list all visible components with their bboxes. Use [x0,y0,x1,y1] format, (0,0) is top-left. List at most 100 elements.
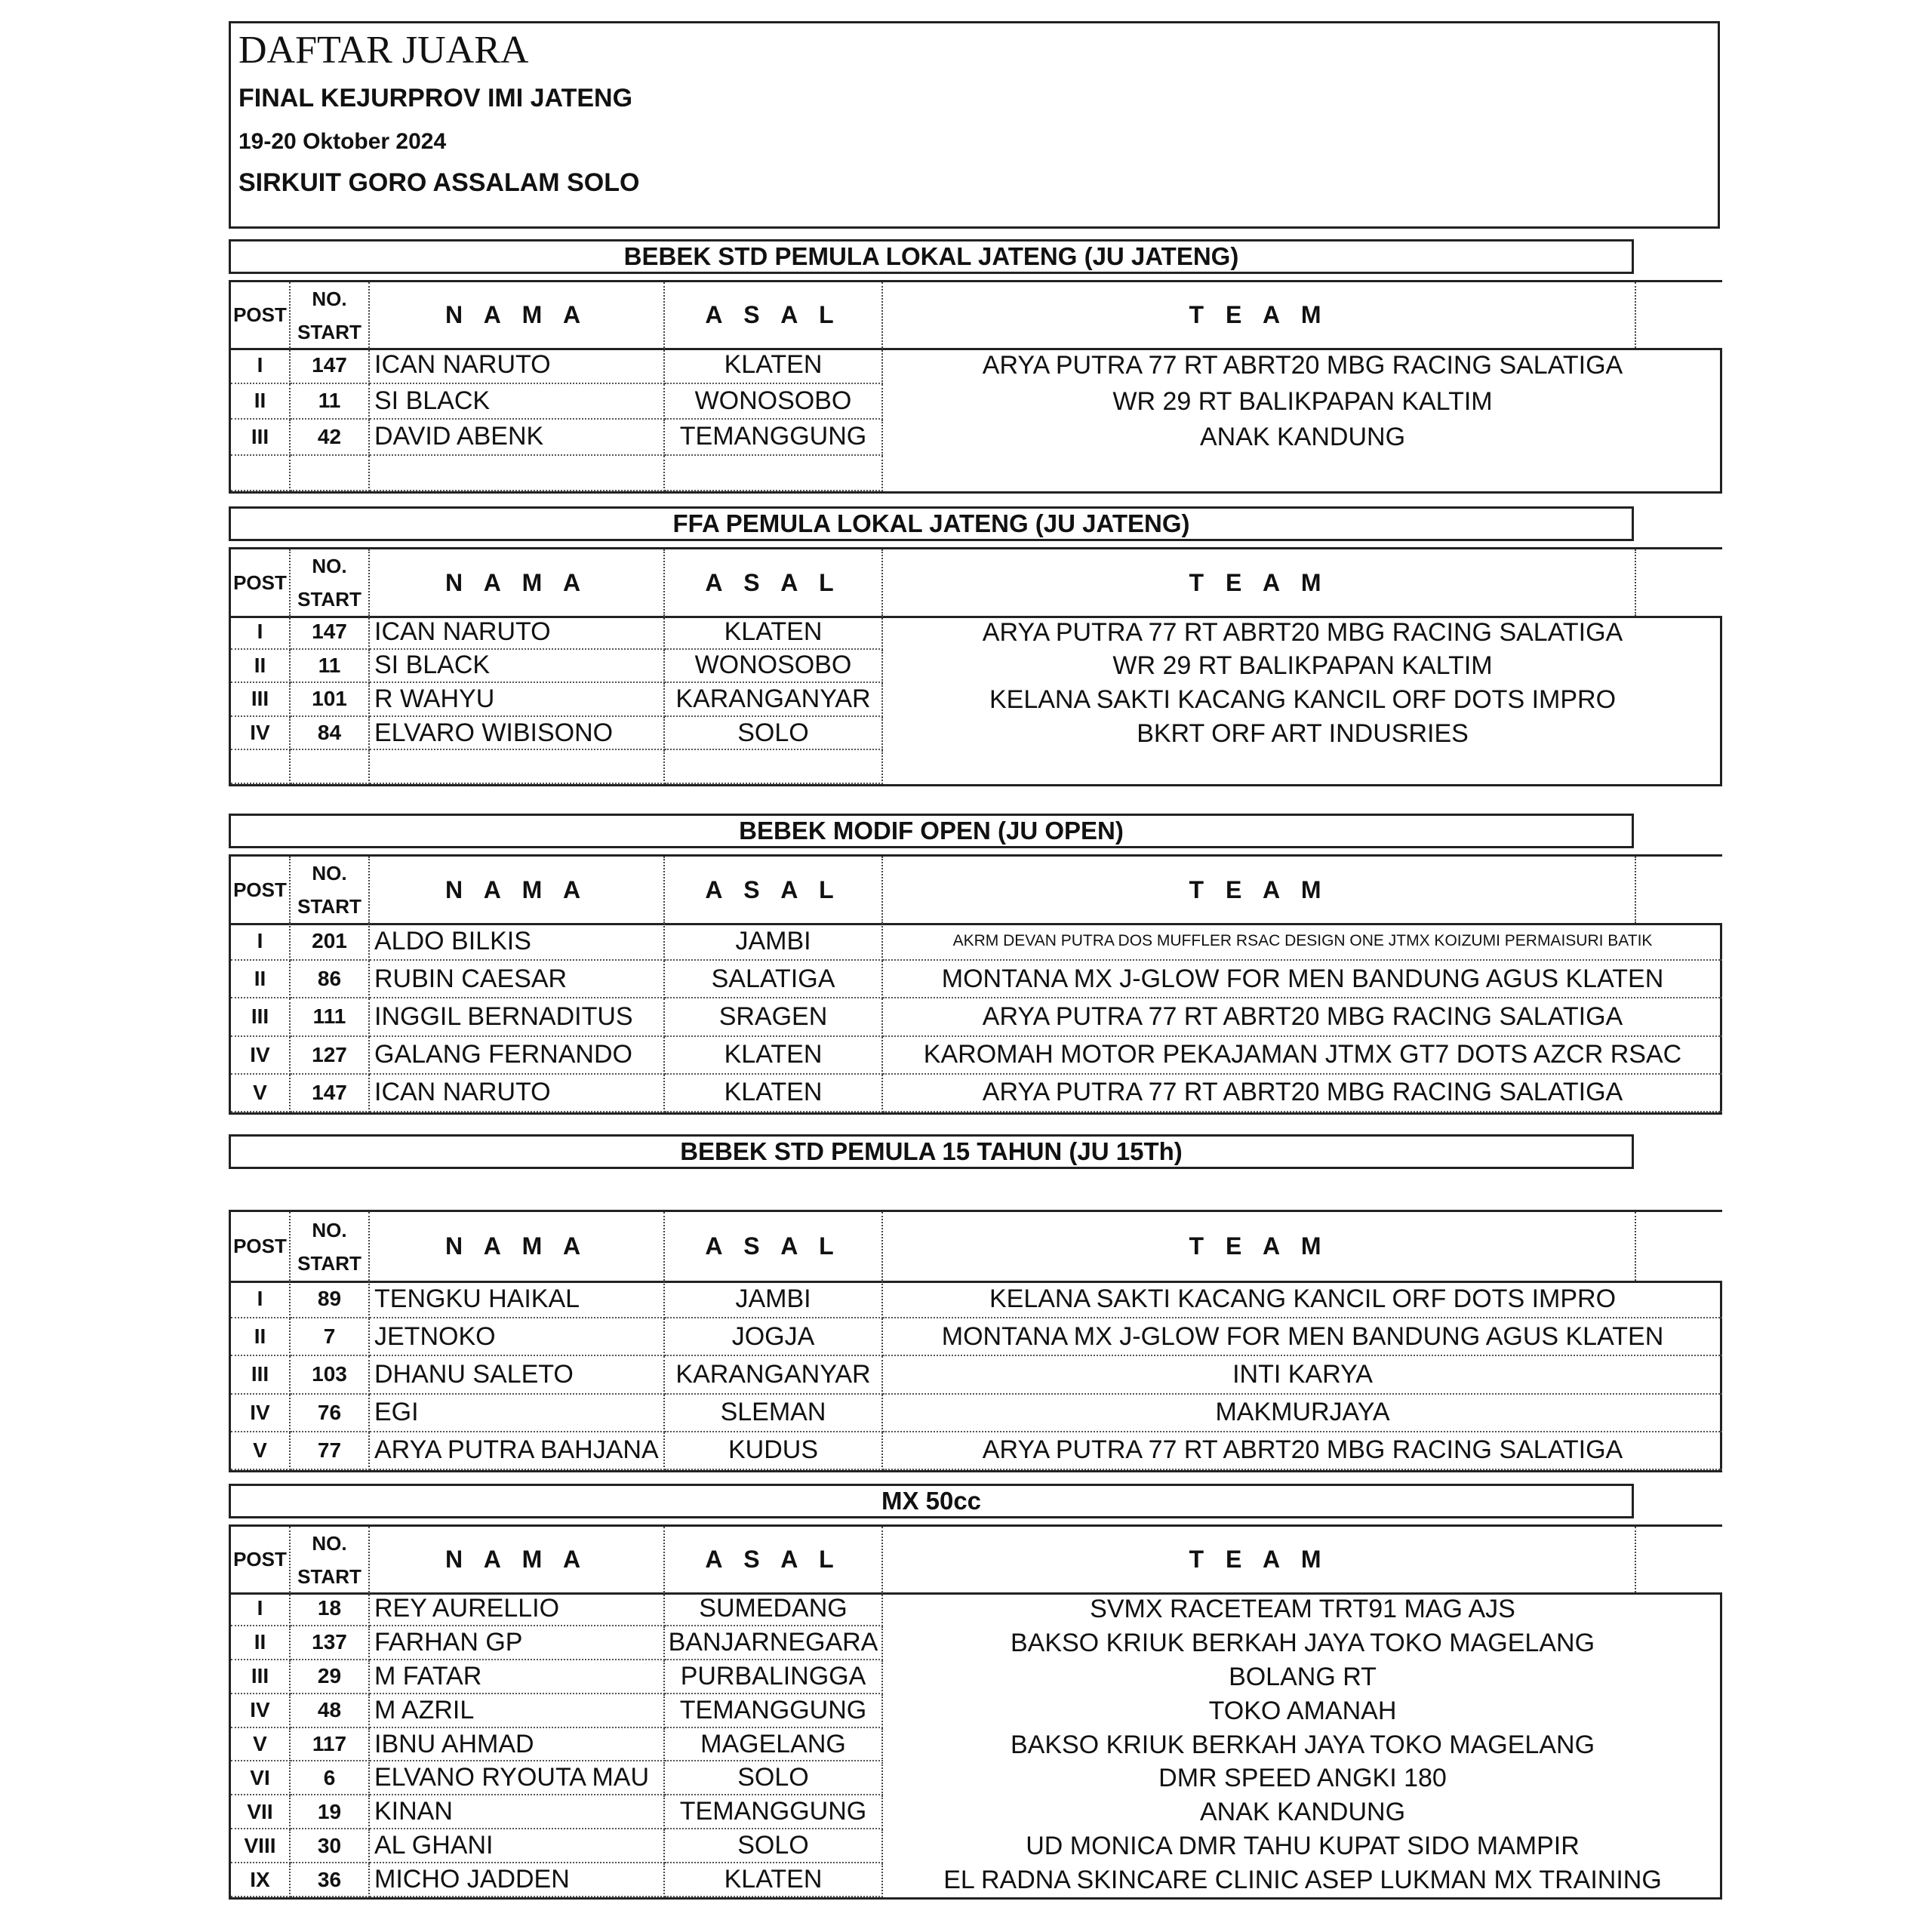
cell-team: BKRT ORF ART INDUSRIES [1137,718,1469,748]
results-table: I 201 ALDO BILKIS JAMBI AKRM DEVAN PUTRA DOS… [229,923,1722,1115]
cell-post: II [231,961,291,999]
cell-nama: DHANU SALETO [370,1356,665,1395]
cell-nama: DAVID ABENK [370,420,665,456]
cell-post: IV [231,1394,291,1432]
header-no: NO. [312,555,347,577]
cell-team: UD MONICA DMR TAHU KUPAT SIDO MAMPIR [1026,1832,1580,1861]
cell-post: III [231,683,291,717]
cell-no: 11 [291,383,370,420]
cell-asal: KLATEN [665,1074,883,1112]
table-row: III 111 INGGIL BERNADITUS SRAGEN ARYA PUTRA … [231,998,1722,1037]
cell-post: II [231,649,291,684]
cell-no: 201 [291,923,370,961]
cell-no: 6 [291,1761,370,1796]
cell-asal: KARANGANYAR [665,1356,883,1395]
header-team: T E A M [883,282,1636,348]
cell-team: ANAK KANDUNG [1199,1798,1406,1827]
cell-asal [665,455,883,491]
cell-asal: WONOSOBO [665,649,883,684]
cell-nama: ICAN NARUTO [370,1074,665,1112]
header-asal: A S A L [665,1212,883,1281]
cell-no: 86 [291,961,370,999]
cell-post: VIII [231,1829,291,1864]
results-table: I 89 TENGKU HAIKAL JAMBI KELANA SAKTI KACANG… [229,1281,1722,1472]
header-post: POST [231,1527,291,1592]
cell-asal: JAMBI [665,1281,883,1319]
table-row: III 103 DHANU SALETO KARANGANYAR INTI KARYA [231,1356,1722,1395]
cell-no: 29 [291,1660,370,1694]
cell-nama: M FATAR [370,1660,665,1694]
section-title: MX 50cc [229,1484,1634,1518]
document-title: DAFTAR JUARA [238,29,529,72]
cell-team: ARYA PUTRA 77 RT ABRT20 MBG RACING SALAT… [883,1432,1722,1470]
section-title: BEBEK STD PEMULA LOKAL JATENG (JU JATENG… [229,239,1634,274]
cell-no: 77 [291,1432,370,1470]
table-row: VI 6 ELVANO RYOUTA MAU SOLO DMR SPEED ANGKI … [231,1761,1720,1796]
cell-post: I [231,348,291,384]
header-start: START [297,588,361,611]
table-row: I 147 ICAN NARUTO KLATEN ARYA PUTRA 77 RT AB… [231,616,1720,650]
cell-post: III [231,1356,291,1395]
cell-asal: KUDUS [665,1432,883,1470]
cell-team: ARYA PUTRA 77 RT ABRT20 MBG RACING SALAT… [883,1075,1722,1112]
cell-post: II [231,383,291,420]
cell-team: BAKSO KRIUK BERKAH JAYA TOKO MAGELANG [1010,1730,1595,1759]
table-row: II 11 SI BLACK WONOSOBO WR 29 RT BALIKPAPAN … [231,649,1720,684]
header-no-start: NO. START [291,1527,370,1592]
header-asal: A S A L [665,1527,883,1592]
header-asal: A S A L [665,549,883,616]
table-row: I 89 TENGKU HAIKAL JAMBI KELANA SAKTI KACANG… [231,1281,1722,1319]
header-post: POST [231,857,291,923]
table-row: II 11 SI BLACK WONOSOBO WR 29 RT BALIKPAPAN … [231,383,1720,420]
cell-asal: BANJARNEGARA [665,1626,883,1660]
cell-post: I [231,1281,291,1319]
header-post: POST [231,282,291,348]
header-no-start: NO. START [291,857,370,923]
cell-nama: ALDO BILKIS [370,923,665,961]
header-no-start: NO. START [291,549,370,616]
table-row: IV 76 EGI SLEMAN MAKMURJAYA [231,1394,1722,1432]
cell-nama: M AZRIL [370,1694,665,1728]
cell-post: VII [231,1795,291,1830]
cell-team: MONTANA MX J-GLOW FOR MEN BANDUNG AGUS K… [883,961,1722,999]
cell-asal: MAGELANG [665,1727,883,1762]
cell-nama: ARYA PUTRA BAHJANA [370,1432,665,1470]
table-row: II 86 RUBIN CAESAR SALATIGA MONTANA MX J-GLO… [231,961,1722,999]
cell-team: AKRM DEVAN PUTRA DOS MUFFLER RSAC DESIGN… [883,923,1722,961]
cell-asal: SRAGEN [665,998,883,1037]
cell-nama [370,750,665,784]
header-asal: A S A L [665,857,883,923]
header-nama: N A M A [370,1212,665,1281]
cell-asal: SOLO [665,1829,883,1864]
cell-no: 42 [291,420,370,456]
cell-team [883,750,1722,784]
cell-nama: GALANG FERNANDO [370,1036,665,1075]
cell-nama: TENGKU HAIKAL [370,1281,665,1319]
header-nama: N A M A [370,857,665,923]
header-no: NO. [312,1531,347,1555]
header-nama: N A M A [370,549,665,616]
cell-no: 89 [291,1281,370,1319]
cell-asal: KLATEN [665,348,883,384]
cell-post: IX [231,1863,291,1898]
cell-nama: R WAHYU [370,683,665,717]
cell-team: ANAK KANDUNG [1199,423,1406,452]
cell-team: EL RADNA SKINCARE CLINIC ASEP LUKMAN MX … [943,1866,1662,1895]
cell-asal: KLATEN [665,1036,883,1075]
cell-team: ARYA PUTRA 77 RT ABRT20 MBG RACING SALAT… [982,351,1623,380]
table-row: II 7 JETNOKO JOGJA MONTANA MX J-GLOW FOR MEN… [231,1318,1722,1357]
cell-no: 7 [291,1318,370,1357]
cell-asal: KLATEN [665,1863,883,1898]
cell-nama: REY AURELLIO [370,1592,665,1626]
table-row: IX 36 MICHO JADDEN KLATEN EL RADNA SKINCARE … [231,1863,1720,1898]
header-team: T E A M [883,1212,1636,1281]
header-no: NO. [312,862,347,884]
cell-post: I [231,1592,291,1626]
cell-nama: INGGIL BERNADITUS [370,998,665,1037]
table-row: V 117 IBNU AHMAD MAGELANG BAKSO KRIUK BERKAH… [231,1727,1720,1762]
cell-team: TOKO AMANAH [1208,1696,1397,1725]
cell-nama: SI BLACK [370,383,665,420]
